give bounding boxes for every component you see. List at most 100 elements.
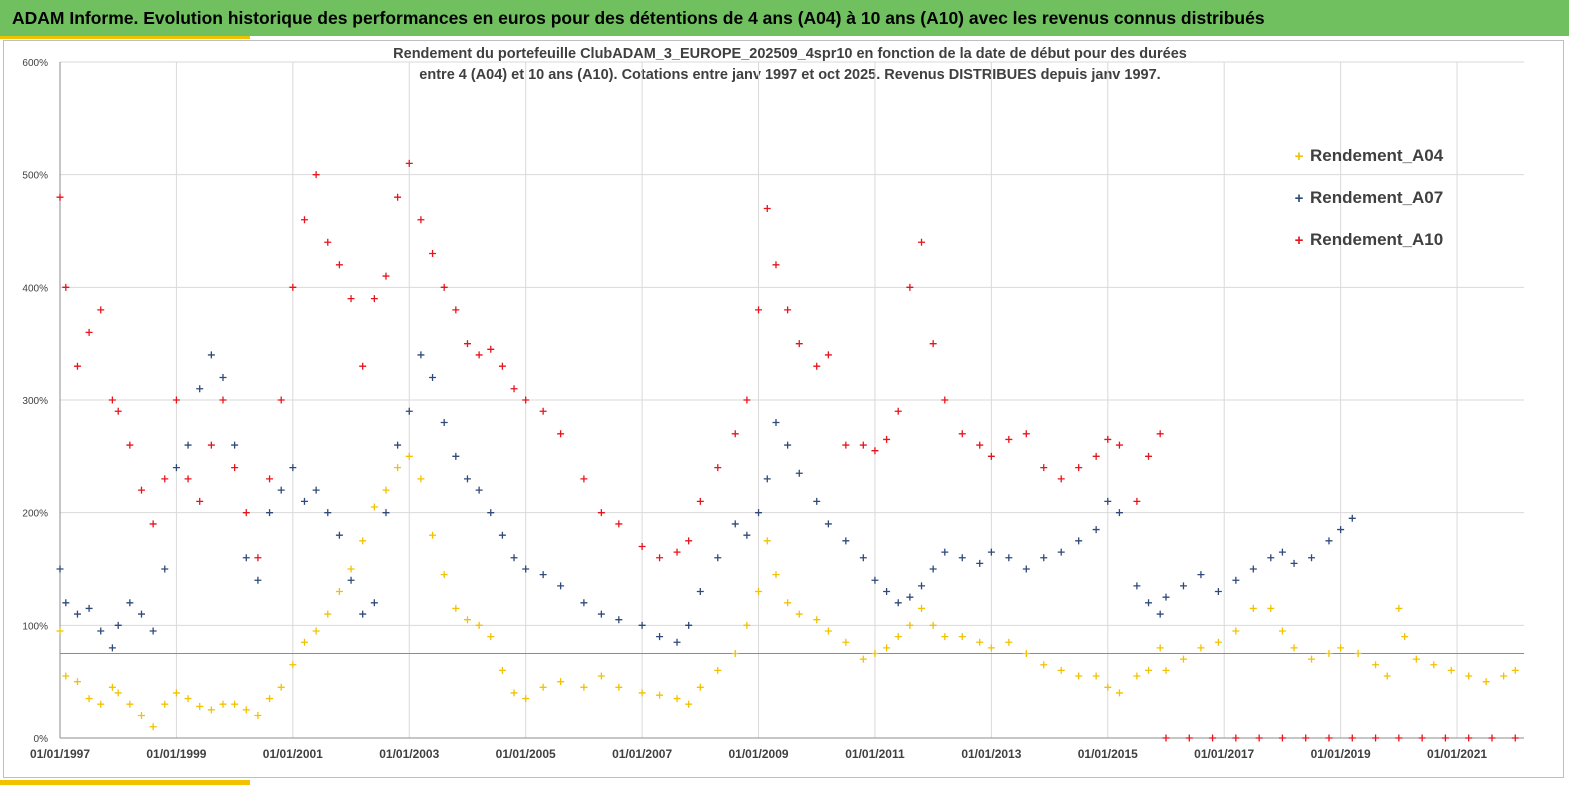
point-rendement-a10 (498, 362, 506, 370)
point-rendement-a04 (842, 638, 850, 646)
point-rendement-a10 (929, 340, 937, 348)
point-rendement-a04 (1412, 655, 1420, 663)
point-rendement-a10 (219, 396, 227, 404)
point-rendement-a07 (108, 644, 116, 652)
point-rendement-a10 (254, 554, 262, 562)
point-rendement-a04 (522, 695, 530, 703)
point-rendement-a10-zero (1162, 734, 1170, 742)
point-rendement-a07 (673, 638, 681, 646)
point-rendement-a10-zero (1325, 734, 1333, 742)
x-tick-label: 01/01/1997 (30, 747, 90, 761)
point-rendement-a07 (487, 509, 495, 517)
point-rendement-a07 (382, 509, 390, 517)
chart-title-line1: Rendement du portefeuille ClubADAM_3_EUR… (393, 46, 1187, 62)
point-rendement-a07 (1075, 537, 1083, 545)
point-rendement-a04 (615, 683, 623, 691)
point-rendement-a10 (312, 171, 320, 179)
point-rendement-a04 (1278, 627, 1286, 635)
point-rendement-a10-zero (1255, 734, 1263, 742)
point-rendement-a04 (918, 604, 926, 612)
point-rendement-a04 (1115, 689, 1123, 697)
point-rendement-a04 (1430, 661, 1438, 669)
point-rendement-a04 (1395, 604, 1403, 612)
x-tick-label: 01/01/2015 (1078, 747, 1138, 761)
point-rendement-a07 (772, 419, 780, 427)
point-rendement-a10 (795, 340, 803, 348)
point-rendement-a10 (184, 475, 192, 483)
point-rendement-a04 (1401, 633, 1409, 641)
header-banner: ADAM Informe. Evolution historique des p… (0, 0, 1569, 36)
point-rendement-a04 (394, 464, 402, 472)
point-rendement-a07 (1290, 559, 1298, 567)
x-tick-label: 01/01/2017 (1194, 747, 1254, 761)
point-rendement-a10 (731, 430, 739, 438)
point-rendement-a07 (580, 599, 588, 607)
x-tick-label: 01/01/2019 (1311, 747, 1371, 761)
point-rendement-a07 (56, 565, 64, 573)
point-rendement-a07 (743, 531, 751, 539)
x-tick-label: 01/01/2003 (379, 747, 439, 761)
point-rendement-a07 (1325, 537, 1333, 545)
point-rendement-a07 (97, 627, 105, 635)
point-rendement-a04 (254, 711, 262, 719)
x-tick-label: 01/01/2013 (961, 747, 1021, 761)
point-rendement-a10 (894, 407, 902, 415)
point-rendement-a10 (1104, 435, 1112, 443)
point-rendement-a07 (266, 509, 274, 517)
point-rendement-a04 (219, 700, 227, 708)
point-rendement-a07 (859, 554, 867, 562)
point-rendement-a10 (440, 283, 448, 291)
point-rendement-a07 (126, 599, 134, 607)
legend-item-a07: + Rendement_A07 (1290, 177, 1444, 219)
point-rendement-a10 (97, 306, 105, 314)
point-rendement-a04 (73, 678, 81, 686)
point-rendement-a07 (696, 588, 704, 596)
point-rendement-a04 (871, 650, 879, 657)
point-rendement-a10 (743, 396, 751, 404)
point-rendement-a07 (475, 486, 483, 494)
x-tick-label: 01/01/2001 (263, 747, 323, 761)
chart-frame (3, 40, 1564, 778)
point-rendement-a07 (929, 565, 937, 573)
point-rendement-a07 (656, 633, 664, 641)
point-rendement-a10 (1075, 464, 1083, 472)
point-rendement-a07 (289, 464, 297, 472)
point-rendement-a07 (731, 520, 739, 528)
point-rendement-a10 (918, 238, 926, 246)
point-rendement-a10 (62, 283, 70, 291)
point-rendement-a10 (976, 441, 984, 449)
point-rendement-a07 (452, 452, 460, 460)
point-rendement-a10 (172, 396, 180, 404)
point-rendement-a07 (941, 548, 949, 556)
point-rendement-a04 (883, 644, 891, 652)
point-rendement-a10-zero (1488, 734, 1496, 742)
point-rendement-a10 (1145, 452, 1153, 460)
point-rendement-a10 (987, 452, 995, 460)
point-rendement-a10 (883, 435, 891, 443)
point-rendement-a10 (1133, 497, 1141, 505)
point-rendement-a07 (510, 554, 518, 562)
point-rendement-a04 (1290, 644, 1298, 652)
accent-bar-top (0, 36, 250, 39)
point-rendement-a10 (417, 216, 425, 224)
point-rendement-a07 (1214, 588, 1222, 596)
point-rendement-a04 (207, 706, 215, 714)
point-rendement-a07 (161, 565, 169, 573)
point-rendement-a10 (615, 520, 623, 528)
point-rendement-a10 (289, 283, 297, 291)
point-rendement-a07 (557, 582, 565, 590)
point-rendement-a10 (842, 441, 850, 449)
point-rendement-a04 (266, 695, 274, 703)
point-rendement-a10 (871, 447, 879, 455)
point-rendement-a07 (842, 537, 850, 545)
point-rendement-a04 (685, 700, 693, 708)
point-rendement-a10 (522, 396, 530, 404)
point-rendement-a07 (184, 441, 192, 449)
point-rendement-a04 (1465, 672, 1473, 680)
point-rendement-a10 (347, 295, 355, 303)
y-tick-label: 600% (22, 58, 48, 69)
point-rendement-a10-zero (1348, 734, 1356, 742)
point-rendement-a07 (784, 441, 792, 449)
y-tick-label: 0% (34, 734, 49, 745)
